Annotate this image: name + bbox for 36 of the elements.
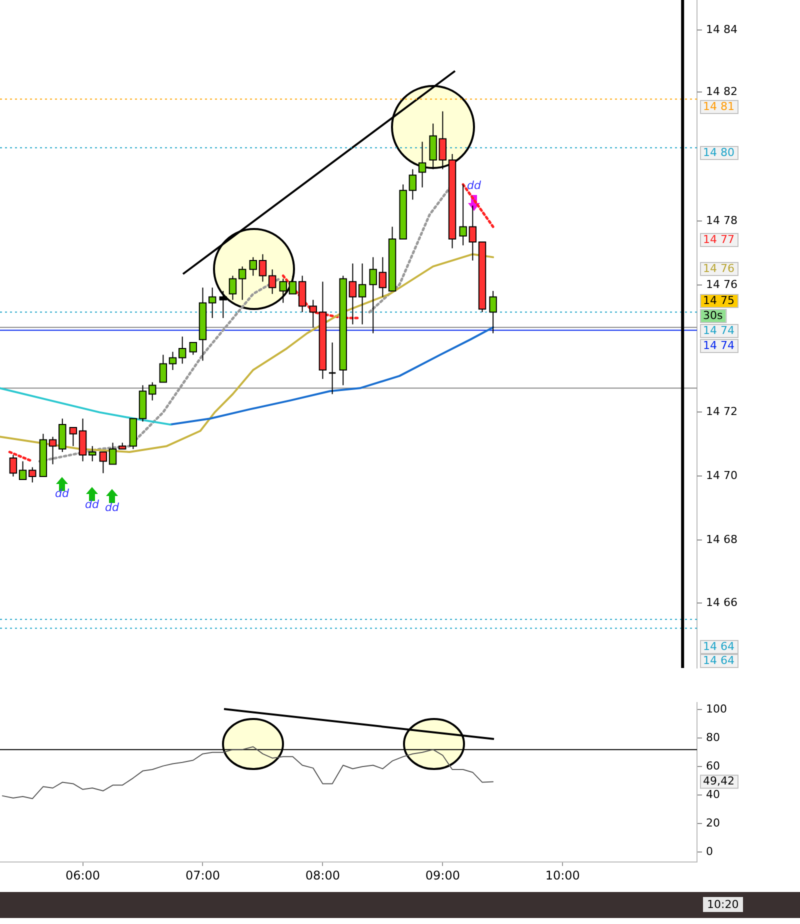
- text: 14 76: [706, 278, 738, 291]
- text: 14 84: [706, 22, 738, 36]
- text: 14 78: [706, 214, 738, 227]
- text: 14 76: [703, 262, 734, 275]
- x-tick-label: 06:00: [65, 868, 100, 882]
- y-tick-label: 100: [706, 702, 727, 716]
- y-tick-label: 20: [706, 816, 720, 830]
- candlestick: [328, 342, 336, 395]
- y-tick-label: 0: [706, 844, 713, 858]
- text: 49,42: [703, 774, 734, 788]
- text: dd: [85, 498, 100, 511]
- text: 14 64: [703, 654, 734, 667]
- text: dd: [105, 500, 120, 514]
- y-tick-label: 80: [706, 731, 720, 744]
- text: 14 77: [703, 232, 734, 246]
- text: 14 66: [706, 596, 738, 609]
- text: 14 75: [703, 294, 734, 307]
- text: 10:20: [703, 897, 743, 912]
- x-tick-label: 08:00: [305, 868, 340, 882]
- text: 14 82: [706, 84, 738, 98]
- x-tick-label: 07:00: [185, 868, 220, 882]
- text: 14 74: [703, 324, 734, 337]
- y-tick-label: 40: [706, 788, 720, 801]
- text: 14 68: [706, 532, 738, 546]
- text: dd: [55, 486, 70, 500]
- text: 30s: [703, 308, 723, 322]
- x-tick-label: 09:00: [425, 868, 460, 882]
- x-tick-label: 10:00: [545, 868, 580, 882]
- annotation: dd: [467, 178, 482, 192]
- y-tick-label: 60: [706, 760, 720, 773]
- text: 14 74: [703, 338, 734, 352]
- text: 14 70: [706, 468, 738, 482]
- text: 14 64: [703, 640, 734, 653]
- text: 14 80: [703, 146, 734, 159]
- text: 14 72: [706, 404, 738, 418]
- text: 14 81: [703, 100, 734, 113]
